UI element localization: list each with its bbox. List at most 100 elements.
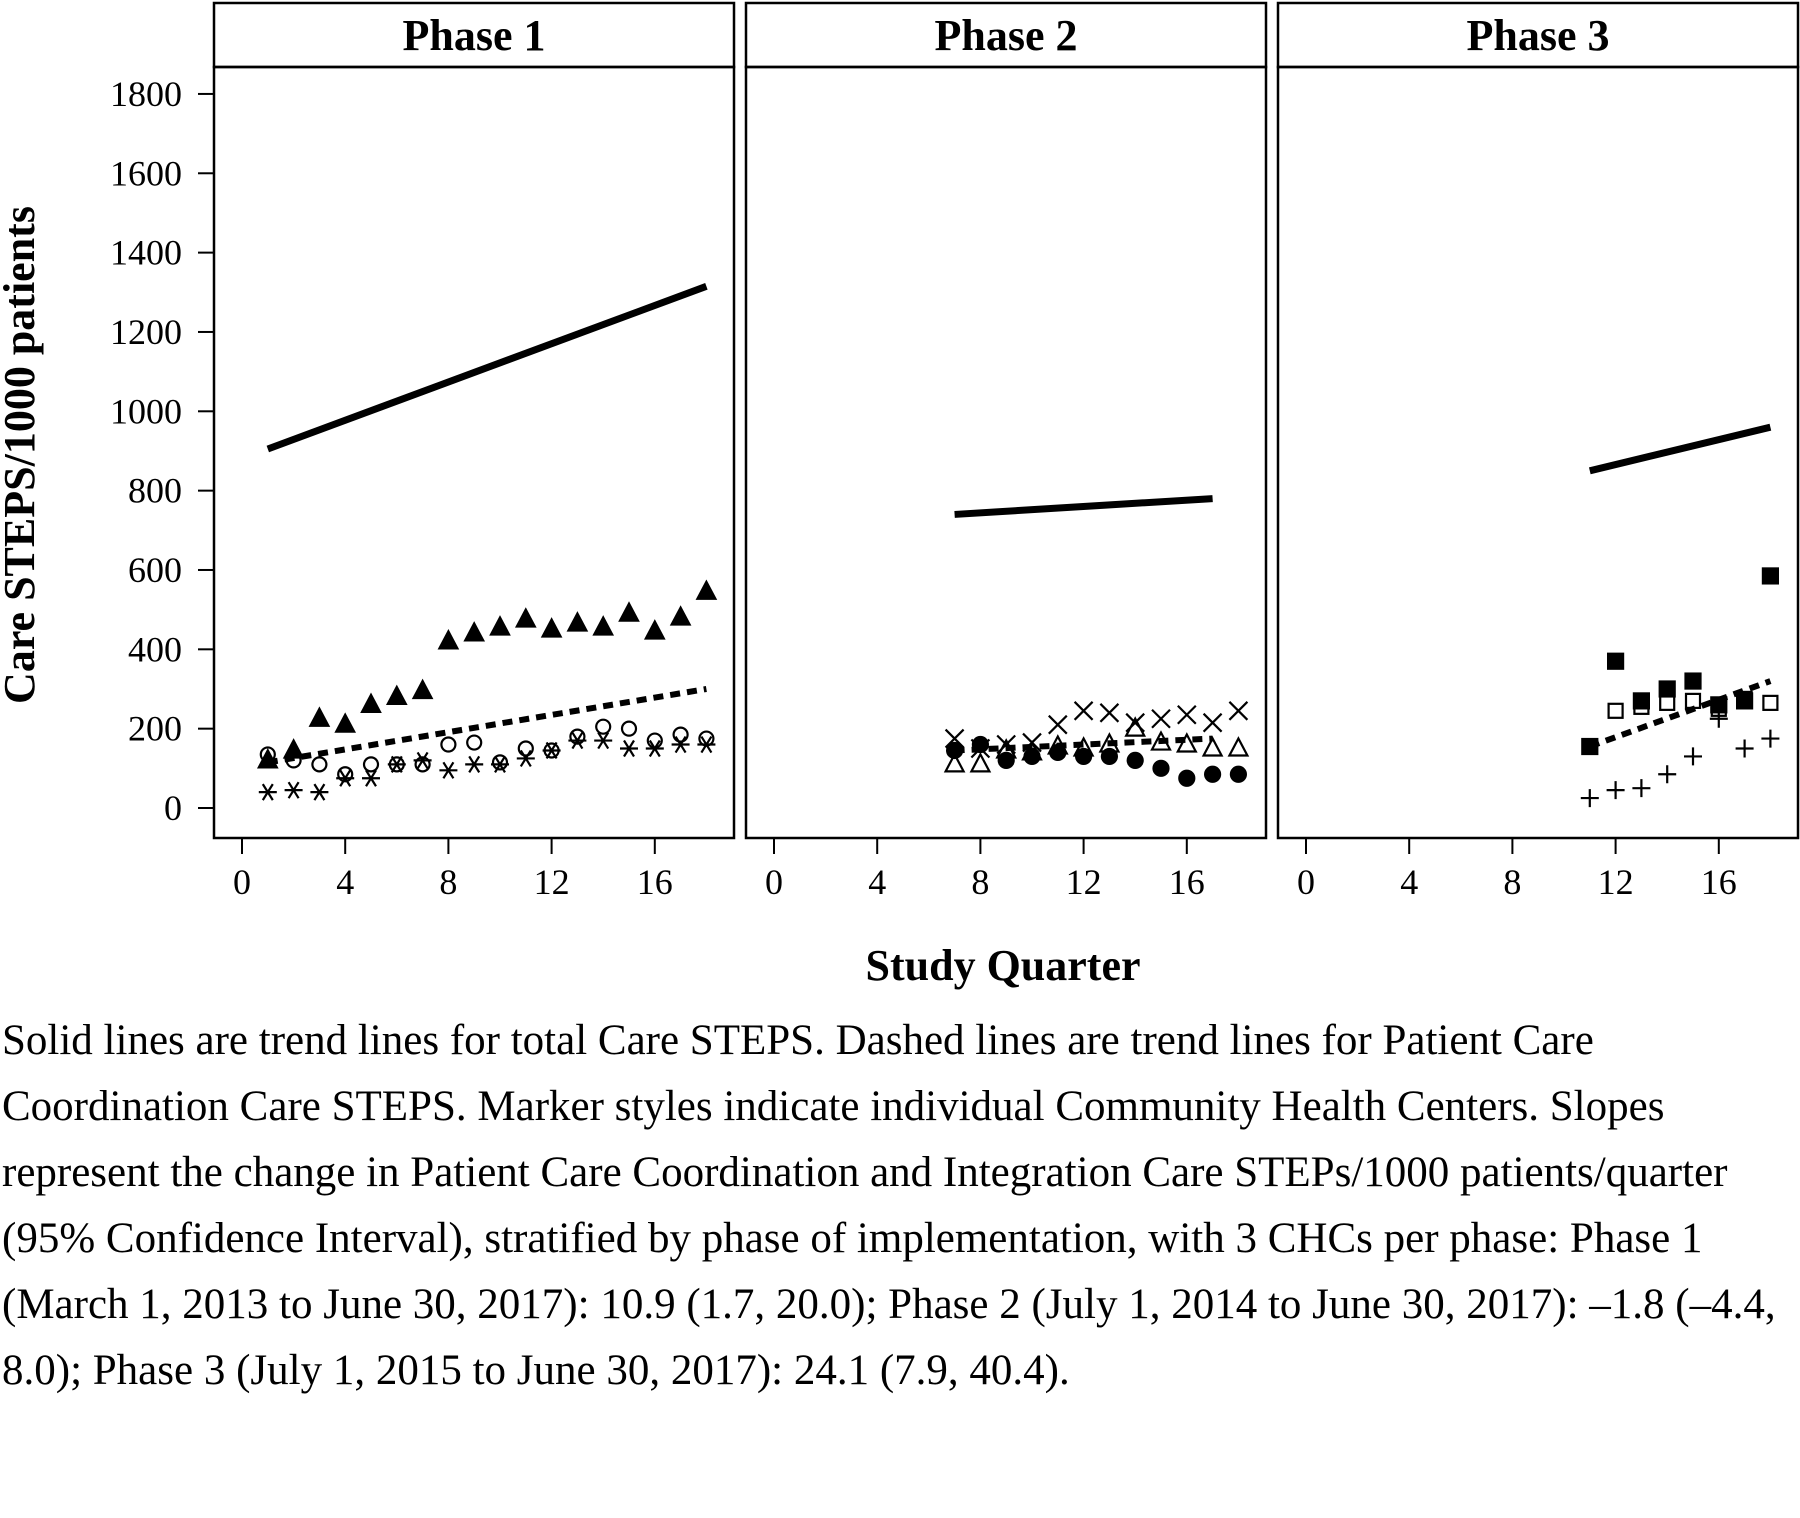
y-tick-label: 1800: [110, 74, 182, 114]
data-point: [618, 601, 640, 622]
data-point: [465, 755, 484, 773]
panel-title: Phase 3: [1467, 11, 1610, 60]
series-filled-square: [1581, 567, 1780, 756]
data-point: [1684, 747, 1702, 766]
data-point: [943, 752, 966, 773]
data-point: [1761, 567, 1780, 585]
data-point: [1658, 765, 1677, 784]
data-point: [439, 761, 458, 779]
data-point: [1049, 743, 1067, 762]
y-tick-label: 200: [128, 709, 182, 749]
data-point: [1177, 704, 1197, 725]
data-point: [334, 712, 357, 733]
data-point: [1126, 751, 1144, 769]
x-tick-label: 16: [1169, 862, 1205, 902]
data-point: [437, 629, 460, 650]
panel-3: Phase 3 0 4 8 12 16: [1276, 1, 1800, 902]
series-open-circle: [259, 718, 715, 783]
x-tick-label: 8: [971, 862, 989, 902]
x-tick-label: 8: [439, 862, 457, 902]
x-tick-label: 12: [1598, 862, 1634, 902]
data-point: [1633, 698, 1650, 715]
series-filled-circle: [945, 735, 1248, 787]
x-tick-label: 0: [233, 862, 251, 902]
data-point: [671, 735, 690, 754]
data-point: [1658, 680, 1676, 698]
data-point: [1229, 765, 1248, 783]
x-tick-label: 0: [765, 862, 783, 902]
data-point: [1099, 703, 1120, 723]
data-point: [1073, 701, 1094, 721]
data-point: [697, 735, 716, 754]
data-point: [1762, 694, 1779, 711]
data-point: [516, 749, 535, 767]
data-point: [411, 678, 434, 700]
data-point: [1606, 652, 1625, 670]
y-axis-title: Care STEPS/1000 patients: [0, 206, 44, 704]
data-point: [285, 752, 302, 769]
data-point: [1023, 747, 1041, 766]
y-tick-label: 800: [128, 471, 182, 511]
data-point: [645, 739, 664, 758]
coordination-trend-line: [267, 686, 707, 766]
series-open-square: [1607, 690, 1779, 719]
data-point: [1580, 789, 1599, 808]
data-point: [1632, 779, 1651, 798]
data-point: [669, 605, 692, 626]
panel-frame: [744, 65, 1268, 840]
data-point: [1709, 709, 1728, 728]
data-point: [542, 741, 561, 760]
series-plus: [1580, 709, 1780, 808]
data-point: [1659, 694, 1676, 711]
data-point: [672, 726, 689, 743]
x-tick-label: 4: [1400, 862, 1418, 902]
data-point: [695, 579, 718, 600]
data-point: [337, 766, 354, 783]
data-point: [1606, 781, 1625, 800]
data-point: [1175, 732, 1198, 753]
panel-1: Phase 1 0 4 8 12 16: [212, 1, 736, 902]
figure-caption: Solid lines are trend lines for total Ca…: [2, 1017, 1776, 1394]
panel-2: Phase 2 0 4 8 12 16: [744, 1, 1268, 902]
data-point: [1100, 747, 1119, 766]
data-point: [945, 741, 964, 760]
data-point: [385, 684, 408, 706]
data-point: [997, 751, 1015, 769]
data-point: [620, 720, 638, 737]
data-point: [540, 617, 563, 638]
data-point: [594, 731, 613, 750]
data-point: [362, 756, 380, 773]
data-point: [514, 607, 537, 628]
data-point: [491, 754, 509, 771]
total-trend-line: [266, 283, 708, 453]
data-point: [336, 769, 355, 787]
data-point: [568, 731, 587, 750]
x-tick-label: 4: [336, 862, 354, 902]
data-point: [569, 728, 586, 745]
data-point: [566, 611, 589, 632]
chart: Phase 1 0 4 8 12 16 Phase 2 0 4 8 12 16 Phase 3 0 4 8 12…: [0, 1, 1800, 990]
total-trend-line: [954, 495, 1213, 518]
data-point: [1152, 759, 1170, 777]
panel-strip: [744, 1, 1268, 69]
data-point: [1761, 729, 1780, 748]
y-tick-label: 1400: [110, 233, 182, 273]
data-point: [414, 756, 431, 773]
x-tick-label: 16: [637, 862, 673, 902]
x-tick-label: 0: [1297, 862, 1315, 902]
data-point: [1074, 747, 1093, 766]
chart-panels: Phase 1 0 4 8 12 16 Phase 2 0 4 8 12 16 Phase 3 0 4 8 12…: [212, 1, 1800, 902]
y-tick-label: 1200: [110, 312, 182, 352]
x-tick-label: 12: [534, 862, 570, 902]
data-point: [491, 755, 509, 773]
data-point: [284, 781, 303, 799]
data-point: [1151, 708, 1171, 729]
panel-title: Phase 1: [403, 11, 546, 60]
y-tick-label: 1600: [110, 153, 182, 193]
total-trend-line: [1588, 423, 1772, 475]
y-tick-label: 1000: [110, 391, 182, 431]
y-axis: 0 200 400 600 800 1000 1200 1400 1600 1800: [110, 74, 214, 828]
x-tick-label: 4: [868, 862, 886, 902]
data-point: [463, 621, 486, 642]
data-point: [282, 738, 305, 759]
